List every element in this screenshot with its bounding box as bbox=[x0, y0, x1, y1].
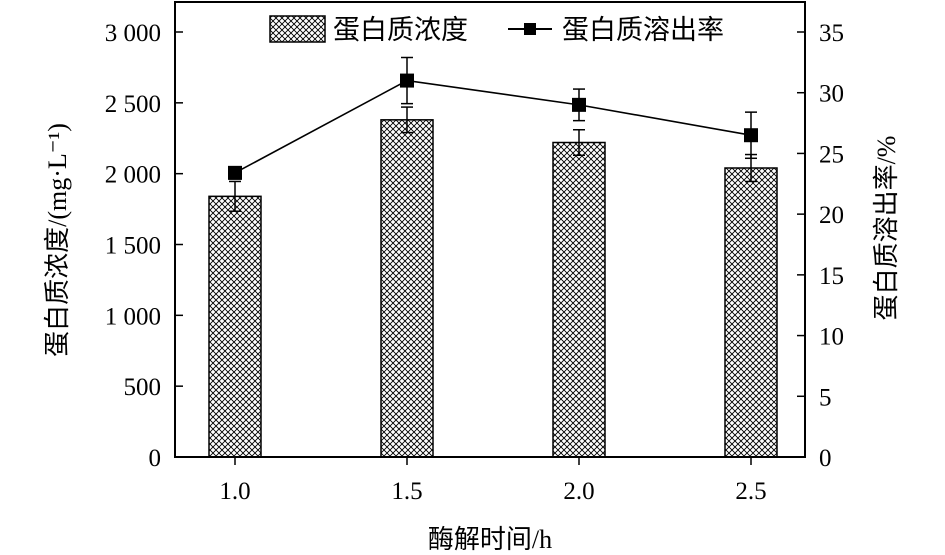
left-tick-label-5: 2 500 bbox=[105, 91, 161, 118]
bar-2.5 bbox=[724, 167, 778, 458]
legend-line-label: 蛋白质溶出率 bbox=[562, 15, 724, 45]
right-tick-label-0: 0 bbox=[819, 445, 832, 472]
right-tick-label-3: 15 bbox=[819, 263, 844, 290]
point-2.0 bbox=[572, 97, 586, 112]
left-tick-label-1: 500 bbox=[124, 374, 162, 401]
x-axis-ticks: 1.0 1.5 2.0 2.5 bbox=[219, 457, 767, 505]
legend-line-marker bbox=[524, 23, 536, 35]
left-tick-label-4: 2 000 bbox=[105, 162, 161, 189]
bars-layer bbox=[208, 119, 778, 458]
x-axis-title: 酶解时间/h bbox=[428, 525, 552, 554]
x-tick-label-1.5: 1.5 bbox=[391, 478, 422, 505]
right-tick-label-5: 25 bbox=[819, 141, 844, 168]
x-tick-label-2.5: 2.5 bbox=[735, 478, 766, 505]
line-layer bbox=[228, 56, 758, 180]
legend-bar-swatch bbox=[269, 15, 326, 43]
right-axis-ticks: 0 5 10 15 20 25 30 35 bbox=[797, 20, 844, 472]
bar-1.5 bbox=[380, 119, 434, 458]
point-2.5 bbox=[744, 128, 758, 143]
bar-error-bars bbox=[229, 106, 757, 212]
legend-bar-label: 蛋白质浓度 bbox=[333, 15, 468, 45]
right-tick-label-1: 5 bbox=[819, 384, 832, 411]
left-tick-label-2: 1 000 bbox=[105, 303, 161, 330]
right-tick-label-2: 10 bbox=[819, 324, 844, 351]
left-tick-label-0: 0 bbox=[149, 445, 162, 472]
left-axis-ticks: 0 500 1 000 1 500 2 000 2 500 3 000 bbox=[105, 20, 183, 472]
right-tick-label-7: 35 bbox=[819, 20, 844, 47]
right-axis-title: 蛋白质溶出率/% bbox=[872, 136, 901, 321]
point-1.0 bbox=[228, 165, 242, 180]
plot-frame bbox=[174, 1, 806, 458]
right-tick-label-4: 20 bbox=[819, 202, 844, 229]
left-tick-label-3: 1 500 bbox=[105, 233, 161, 260]
bar-1.0 bbox=[208, 195, 262, 458]
x-tick-label-1.0: 1.0 bbox=[219, 478, 250, 505]
bar-2.0 bbox=[552, 141, 606, 458]
x-tick-label-2.0: 2.0 bbox=[563, 478, 594, 505]
left-tick-label-6: 3 000 bbox=[105, 20, 161, 47]
left-axis-title: 蛋白质浓度/(mg·L⁻¹) bbox=[43, 123, 72, 357]
right-tick-label-6: 30 bbox=[819, 81, 844, 108]
legend: 蛋白质浓度 蛋白质溶出率 bbox=[269, 15, 724, 45]
point-1.5 bbox=[400, 73, 414, 88]
line-series-path bbox=[234, 79, 752, 174]
